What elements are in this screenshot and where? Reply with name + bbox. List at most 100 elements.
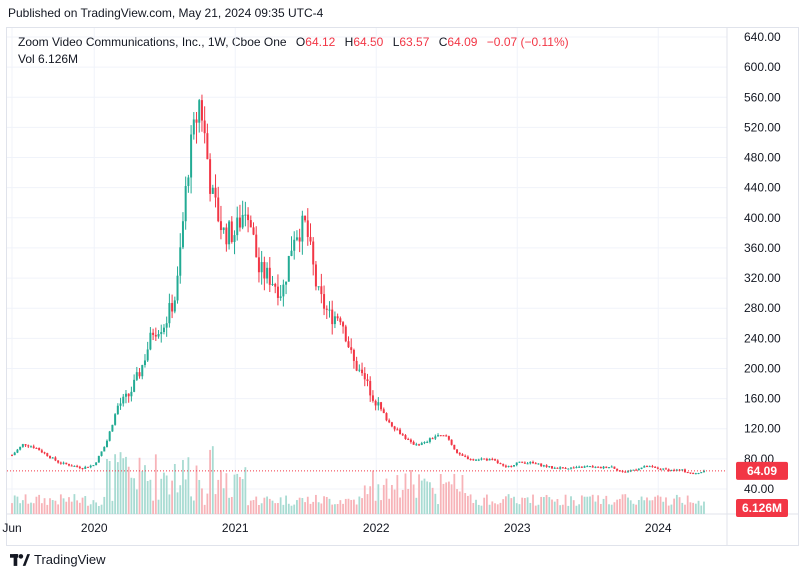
y-tick-label: 440.00 <box>744 181 781 195</box>
y-tick-label: 400.00 <box>744 211 781 225</box>
volume-bar <box>442 483 445 514</box>
candle-body <box>54 457 57 461</box>
candle-body <box>92 465 95 467</box>
candle-body <box>352 349 355 361</box>
candle-body <box>404 435 407 440</box>
candle-body <box>57 460 60 463</box>
candle-body <box>510 465 513 467</box>
y-tick-label: 480.00 <box>744 151 781 165</box>
volume-bar <box>233 474 236 514</box>
candle-body <box>154 334 157 337</box>
volume-bar <box>532 494 534 514</box>
candle-body <box>124 393 127 397</box>
candle-body <box>616 468 619 471</box>
candle-body <box>635 469 638 471</box>
volume-bar <box>190 496 192 514</box>
candle-body <box>135 372 138 380</box>
candle-body <box>602 466 605 469</box>
open-value: 64.12 <box>305 35 336 49</box>
candle-body <box>496 460 499 464</box>
volume-bar <box>35 496 38 514</box>
volume-bar <box>643 500 646 514</box>
candle-body <box>483 458 486 460</box>
candle-body <box>184 186 187 222</box>
volume-bar <box>312 501 315 514</box>
candle-body <box>499 463 502 465</box>
last-price-label: 64.09 <box>747 464 777 478</box>
candle-body <box>122 396 125 404</box>
y-tick-label: 120.00 <box>744 422 781 436</box>
volume-bar <box>325 496 328 514</box>
symbol-title[interactable]: Zoom Video Communications, Inc., 1W, Cbo… <box>18 35 287 49</box>
candle-body <box>222 227 225 231</box>
candle-body <box>415 444 418 446</box>
volume-bar <box>507 494 510 514</box>
volume-bar <box>418 474 420 514</box>
volume-bar <box>681 502 684 514</box>
volume-bar <box>149 479 152 514</box>
y-tick-label: 560.00 <box>744 90 781 104</box>
volume-bar <box>510 498 513 514</box>
volume-bar <box>206 493 209 514</box>
volume-bar <box>78 502 81 514</box>
volume-bar <box>135 489 138 514</box>
volume-bar <box>472 503 475 514</box>
tradingview-logo-icon <box>10 553 30 566</box>
candle-body <box>29 446 32 448</box>
volume-bar <box>70 501 73 514</box>
candle-body <box>477 459 480 461</box>
candle-body <box>645 466 648 468</box>
candle-body <box>542 465 545 467</box>
candle-body <box>27 445 30 447</box>
volume-bar <box>225 473 228 514</box>
candle-body <box>127 393 130 397</box>
candle-body <box>233 235 236 242</box>
candle-body <box>504 465 507 467</box>
volume-bar <box>684 504 686 514</box>
volume-bar <box>420 480 423 514</box>
candle-body <box>447 436 450 440</box>
volume-bar <box>298 497 301 514</box>
candle-body <box>643 466 646 468</box>
volume-bar <box>84 496 87 514</box>
volume-bar <box>654 496 657 514</box>
candle-body <box>301 215 304 242</box>
volume-bar <box>385 478 388 514</box>
volume-bar <box>464 493 467 514</box>
volume-bar <box>564 494 567 514</box>
volume-bar <box>551 499 553 514</box>
candle-body <box>626 471 629 473</box>
candle-body <box>263 262 266 279</box>
volume-bar <box>656 495 659 514</box>
candle-body <box>190 134 193 178</box>
y-tick-label: 160.00 <box>744 392 781 406</box>
volume-bar <box>165 475 168 514</box>
y-tick-label: 280.00 <box>744 301 781 315</box>
candle-body <box>314 264 317 287</box>
volume-bar <box>605 495 608 514</box>
volume-bar <box>456 489 458 514</box>
candle-body <box>331 309 334 325</box>
candle-body <box>466 456 469 460</box>
candle-body <box>328 309 331 311</box>
volume-bar <box>599 503 602 514</box>
volume-bar <box>203 504 206 514</box>
candle-body <box>507 465 510 467</box>
volume-bar <box>81 497 84 514</box>
volume-bar <box>399 497 401 514</box>
volume-bar <box>336 504 339 514</box>
candle-body <box>309 236 312 242</box>
volume-bar <box>567 505 570 514</box>
volume-bar <box>466 495 469 514</box>
y-tick-label: 360.00 <box>744 241 781 255</box>
volume-bar <box>407 488 410 514</box>
volume-bar <box>637 500 640 514</box>
volume-bar <box>694 503 697 514</box>
tradingview-brand[interactable]: TradingView <box>10 552 106 567</box>
candle-body <box>529 461 532 464</box>
volume-bar <box>171 480 174 514</box>
volume-bar <box>678 497 681 514</box>
volume-bar <box>209 449 211 514</box>
candle-body <box>114 414 117 425</box>
